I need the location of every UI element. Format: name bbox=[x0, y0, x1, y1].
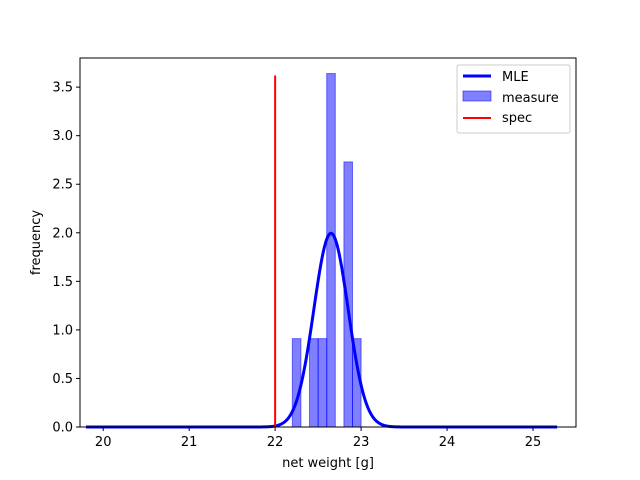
y-axis-label: frequency bbox=[29, 210, 44, 276]
x-axis-ticks: 20 21 22 23 24 25 bbox=[95, 427, 541, 450]
x-tick-label: 23 bbox=[353, 435, 370, 450]
histogram-bar bbox=[309, 338, 319, 428]
y-tick-label: 1.0 bbox=[52, 323, 73, 338]
x-tick-label: 25 bbox=[525, 435, 542, 450]
y-tick-label: 1.5 bbox=[52, 275, 73, 290]
x-tick-label: 22 bbox=[267, 435, 284, 450]
legend-measure-label: measure bbox=[502, 91, 559, 106]
histogram-bar bbox=[326, 73, 336, 428]
histogram-bar bbox=[317, 338, 328, 428]
legend: MLE measure spec bbox=[456, 64, 571, 134]
y-tick-label: 0.0 bbox=[52, 421, 73, 436]
y-axis-ticks: 0.0 0.5 1.0 1.5 2.0 2.5 3.0 3.5 bbox=[52, 81, 80, 436]
x-tick-label: 24 bbox=[439, 435, 456, 450]
histogram-bar bbox=[291, 338, 302, 428]
legend-spec-label: spec bbox=[502, 111, 532, 126]
y-tick-label: 0.5 bbox=[52, 372, 73, 387]
y-tick-label: 3.5 bbox=[52, 81, 73, 96]
x-tick-label: 20 bbox=[95, 435, 112, 450]
legend-measure-swatch bbox=[462, 90, 492, 102]
x-axis-label: net weight [g] bbox=[282, 456, 374, 471]
legend-mle-label: MLE bbox=[502, 70, 529, 85]
y-tick-label: 2.0 bbox=[52, 226, 73, 241]
plot-frame bbox=[79, 57, 577, 428]
y-tick-label: 3.0 bbox=[52, 129, 73, 144]
y-tick-label: 2.5 bbox=[52, 178, 73, 193]
x-tick-label: 21 bbox=[181, 435, 198, 450]
legend-box bbox=[456, 64, 571, 134]
